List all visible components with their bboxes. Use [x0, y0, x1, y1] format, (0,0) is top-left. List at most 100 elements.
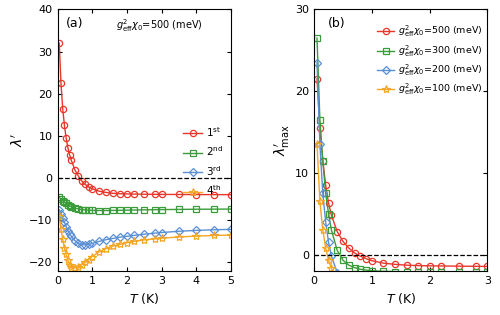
1$^{\mathrm{st}}$	[158, 192, 164, 196]
1$^{\mathrm{st}}$	[68, 158, 74, 162]
$g^2_{\mathrm{eff}}\chi_0$=200 (meV)	[334, 271, 340, 274]
2$^{\mathrm{nd}}$	[60, 199, 66, 203]
$g^2_{\mathrm{eff}}\chi_0$=200 (meV)	[340, 279, 346, 283]
4$^{\mathrm{th}}$	[86, 258, 91, 261]
$g^2_{\mathrm{eff}}\chi_0$=100 (meV)	[426, 287, 432, 291]
4$^{\mathrm{th}}$	[72, 266, 78, 270]
Line: 1$^{\mathrm{st}}$: 1$^{\mathrm{st}}$	[56, 40, 234, 198]
Y-axis label: $\lambda^{\prime}$: $\lambda^{\prime}$	[11, 133, 26, 147]
$g^2_{\mathrm{eff}}\chi_0$=500 (meV)	[473, 264, 479, 268]
Legend: 1$^{\mathrm{st}}$, 2$^{\mathrm{nd}}$, 3$^{\mathrm{rd}}$, 4$^{\mathrm{th}}$: 1$^{\mathrm{st}}$, 2$^{\mathrm{nd}}$, 3$…	[182, 123, 226, 199]
$g^2_{\mathrm{eff}}\chi_0$=500 (meV)	[404, 263, 409, 267]
4$^{\mathrm{th}}$	[68, 265, 74, 269]
$g^2_{\mathrm{eff}}\chi_0$=300 (meV)	[484, 270, 490, 274]
3$^{\mathrm{rd}}$	[228, 227, 234, 231]
4$^{\mathrm{th}}$	[158, 236, 164, 240]
$g^2_{\mathrm{eff}}\chi_0$=100 (meV)	[334, 277, 340, 281]
$g^2_{\mathrm{eff}}\chi_0$=200 (meV)	[363, 288, 369, 292]
$g^2_{\mathrm{eff}}\chi_0$=300 (meV)	[314, 36, 320, 40]
4$^{\mathrm{th}}$	[56, 214, 62, 218]
$g^2_{\mathrm{eff}}\chi_0$=300 (meV)	[322, 192, 328, 195]
$g^2_{\mathrm{eff}}\chi_0$=300 (meV)	[317, 118, 323, 122]
3$^{\mathrm{rd}}$	[65, 229, 71, 233]
Line: 4$^{\mathrm{th}}$: 4$^{\mathrm{th}}$	[55, 212, 235, 272]
4$^{\mathrm{th}}$	[63, 252, 69, 256]
Line: $g^2_{\mathrm{eff}}\chi_0$=500 (meV): $g^2_{\mathrm{eff}}\chi_0$=500 (meV)	[314, 76, 490, 270]
$g^2_{\mathrm{eff}}\chi_0$=100 (meV)	[320, 228, 326, 232]
$g^2_{\mathrm{eff}}\chi_0$=100 (meV)	[317, 200, 323, 203]
1$^{\mathrm{st}}$	[60, 107, 66, 111]
2$^{\mathrm{nd}}$	[79, 208, 85, 211]
$g^2_{\mathrm{eff}}\chi_0$=100 (meV)	[314, 142, 320, 146]
3$^{\mathrm{rd}}$	[89, 242, 95, 245]
$g^2_{\mathrm{eff}}\chi_0$=200 (meV)	[314, 61, 320, 65]
$g^2_{\mathrm{eff}}\chi_0$=200 (meV)	[352, 285, 358, 289]
$g^2_{\mathrm{eff}}\chi_0$=200 (meV)	[426, 289, 432, 293]
$g^2_{\mathrm{eff}}\chi_0$=100 (meV)	[369, 287, 375, 291]
4$^{\mathrm{th}}$	[60, 238, 66, 241]
Line: 3$^{\mathrm{rd}}$: 3$^{\mathrm{rd}}$	[56, 207, 234, 248]
1$^{\mathrm{st}}$	[103, 191, 109, 194]
3$^{\mathrm{rd}}$	[96, 239, 102, 243]
$g^2_{\mathrm{eff}}\chi_0$=500 (meV)	[392, 262, 398, 266]
2$^{\mathrm{nd}}$	[63, 202, 69, 205]
2$^{\mathrm{nd}}$	[76, 207, 82, 211]
3$^{\mathrm{rd}}$	[62, 220, 68, 224]
4$^{\mathrm{th}}$	[210, 234, 216, 238]
2$^{\mathrm{nd}}$	[110, 209, 116, 212]
1$^{\mathrm{st}}$	[89, 187, 95, 191]
Text: (b): (b)	[328, 17, 345, 30]
Line: 2$^{\mathrm{nd}}$: 2$^{\mathrm{nd}}$	[56, 194, 234, 214]
3$^{\mathrm{rd}}$	[103, 238, 109, 242]
2$^{\mathrm{nd}}$	[65, 203, 71, 207]
$g^2_{\mathrm{eff}}\chi_0$=300 (meV)	[415, 270, 421, 274]
$g^2_{\mathrm{eff}}\chi_0$=100 (meV)	[358, 286, 364, 290]
$g^2_{\mathrm{eff}}\chi_0$=300 (meV)	[328, 228, 334, 232]
$g^2_{\mathrm{eff}}\chi_0$=500 (meV)	[346, 246, 352, 250]
4$^{\mathrm{th}}$	[141, 238, 147, 242]
$g^2_{\mathrm{eff}}\chi_0$=500 (meV)	[314, 77, 320, 81]
3$^{\mathrm{rd}}$	[110, 237, 116, 240]
1$^{\mathrm{st}}$	[76, 174, 82, 178]
$g^2_{\mathrm{eff}}\chi_0$=500 (meV)	[426, 264, 432, 268]
3$^{\mathrm{rd}}$	[117, 235, 123, 239]
Line: $g^2_{\mathrm{eff}}\chi_0$=300 (meV): $g^2_{\mathrm{eff}}\chi_0$=300 (meV)	[314, 35, 490, 275]
1$^{\mathrm{st}}$	[62, 123, 68, 127]
4$^{\mathrm{th}}$	[65, 259, 71, 262]
2$^{\mathrm{nd}}$	[193, 207, 199, 211]
2$^{\mathrm{nd}}$	[72, 206, 78, 210]
4$^{\mathrm{th}}$	[124, 241, 130, 244]
$g^2_{\mathrm{eff}}\chi_0$=100 (meV)	[326, 258, 332, 262]
$g^2_{\mathrm{eff}}\chi_0$=300 (meV)	[404, 270, 409, 274]
2$^{\mathrm{nd}}$	[131, 208, 137, 212]
1$^{\mathrm{st}}$	[193, 193, 199, 197]
$g^2_{\mathrm{eff}}\chi_0$=500 (meV)	[328, 214, 334, 217]
$g^2_{\mathrm{eff}}\chi_0$=100 (meV)	[392, 287, 398, 291]
$g^2_{\mathrm{eff}}\chi_0$=100 (meV)	[363, 287, 369, 290]
$g^2_{\mathrm{eff}}\chi_0$=300 (meV)	[392, 270, 398, 273]
Text: (a): (a)	[66, 17, 84, 30]
3$^{\mathrm{rd}}$	[58, 212, 64, 216]
1$^{\mathrm{st}}$	[131, 192, 137, 196]
3$^{\mathrm{rd}}$	[210, 228, 216, 232]
$g^2_{\mathrm{eff}}\chi_0$=300 (meV)	[456, 270, 462, 274]
$g^2_{\mathrm{eff}}\chi_0$=100 (meV)	[322, 246, 328, 250]
$g^2_{\mathrm{eff}}\chi_0$=100 (meV)	[340, 282, 346, 286]
2$^{\mathrm{nd}}$	[68, 205, 74, 209]
1$^{\mathrm{st}}$	[63, 136, 69, 140]
4$^{\mathrm{th}}$	[193, 234, 199, 238]
3$^{\mathrm{rd}}$	[56, 208, 62, 212]
$g^2_{\mathrm{eff}}\chi_0$=300 (meV)	[320, 159, 326, 163]
$g^2_{\mathrm{eff}}\chi_0$=200 (meV)	[346, 283, 352, 287]
$g^2_{\mathrm{eff}}\chi_0$=500 (meV)	[322, 183, 328, 187]
$g^2_{\mathrm{eff}}\chi_0$=500 (meV)	[317, 126, 323, 130]
4$^{\mathrm{th}}$	[96, 250, 102, 254]
1$^{\mathrm{st}}$	[56, 41, 62, 45]
$g^2_{\mathrm{eff}}\chi_0$=500 (meV)	[340, 240, 346, 243]
$g^2_{\mathrm{eff}}\chi_0$=500 (meV)	[326, 201, 332, 205]
2$^{\mathrm{nd}}$	[56, 195, 62, 199]
2$^{\mathrm{nd}}$	[228, 207, 234, 211]
3$^{\mathrm{rd}}$	[141, 232, 147, 236]
4$^{\mathrm{th}}$	[110, 244, 116, 248]
3$^{\mathrm{rd}}$	[79, 243, 85, 247]
